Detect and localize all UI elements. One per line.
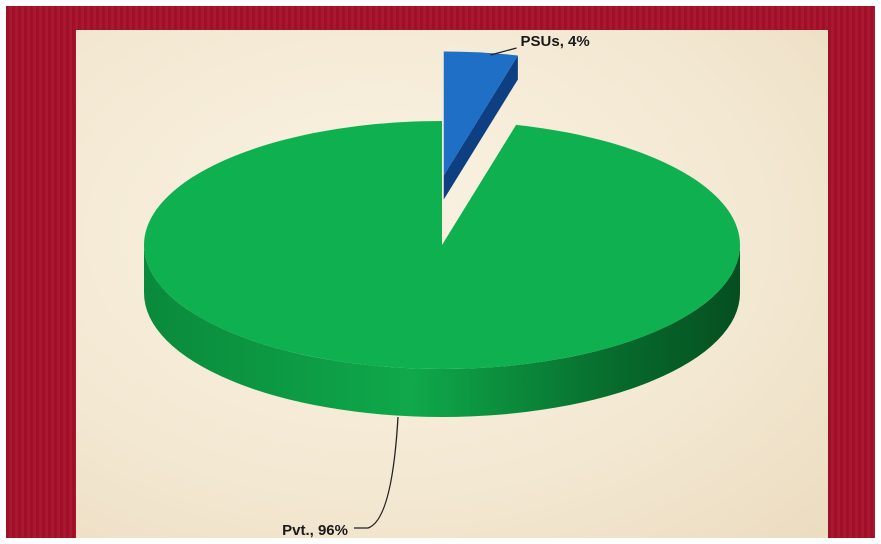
label-psus: PSUs, 4% <box>521 33 590 50</box>
label-pvt: Pvt., 96% <box>282 522 348 539</box>
pie-depth <box>144 55 740 417</box>
leader-line-pvt <box>354 416 399 529</box>
pie-labels: PSUs, 4% Pvt., 96% <box>282 33 590 539</box>
pie-tops <box>143 51 740 369</box>
leader-line-psus <box>490 47 517 56</box>
slice-psus <box>443 51 518 176</box>
slice-side-pvt <box>144 245 740 417</box>
slice-wall-psus <box>443 55 518 200</box>
slice-pvt <box>143 120 740 369</box>
